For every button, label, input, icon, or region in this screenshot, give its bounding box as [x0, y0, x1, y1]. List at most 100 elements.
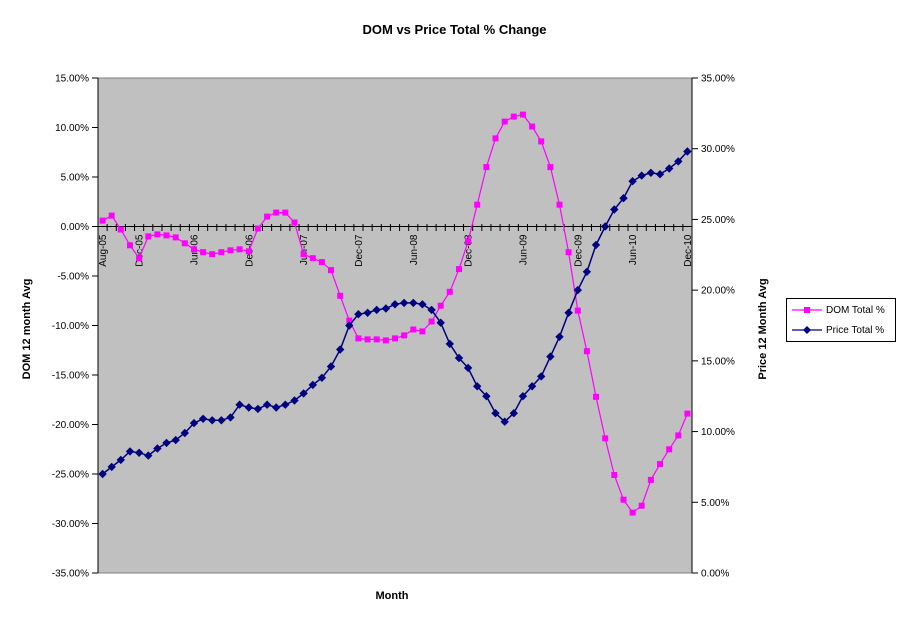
right-axis-tick-label: 0.00%	[701, 569, 729, 580]
data-point-marker	[254, 225, 261, 232]
data-point-marker	[134, 448, 144, 457]
data-point-marker	[537, 372, 546, 381]
data-point-marker	[336, 345, 345, 354]
data-point-marker	[236, 246, 243, 253]
data-point-marker	[501, 118, 508, 125]
data-point-marker	[355, 335, 362, 342]
data-point-marker	[162, 438, 171, 448]
left-axis-tick-label: -15.00%	[52, 371, 89, 382]
data-point-marker	[127, 242, 133, 249]
data-point-marker	[290, 396, 299, 405]
data-point-marker	[209, 251, 216, 258]
data-point-marker	[500, 417, 509, 426]
data-point-marker	[318, 259, 325, 266]
right-axis-tick-label: 20.00%	[701, 286, 735, 297]
x-axis-tick-label: Jun-10	[628, 234, 639, 265]
data-point-marker	[136, 255, 143, 262]
data-point-marker	[527, 382, 537, 391]
data-point-marker	[363, 308, 372, 317]
data-point-marker	[573, 285, 582, 295]
data-point-marker	[684, 410, 691, 417]
data-point-marker	[107, 462, 116, 472]
data-point-marker	[509, 409, 518, 418]
data-point-marker	[99, 217, 106, 224]
data-point-marker	[637, 171, 646, 180]
data-point-marker	[683, 147, 692, 156]
legend-marker	[803, 326, 811, 334]
data-point-marker	[272, 403, 281, 412]
data-point-marker	[620, 496, 627, 503]
data-point-marker	[125, 447, 135, 456]
data-point-marker	[281, 400, 290, 409]
data-point-marker	[108, 212, 115, 219]
left-axis-tick-label: -25.00%	[52, 470, 89, 481]
left-axis-tick-label: 5.00%	[61, 173, 89, 184]
x-axis-tick-label: Jun-08	[409, 234, 420, 265]
legend-item-dom: DOM Total %	[792, 300, 895, 320]
legend-marker	[804, 307, 810, 313]
data-point-marker	[611, 472, 618, 478]
data-point-marker	[556, 201, 563, 208]
data-point-marker	[454, 353, 464, 363]
left-axis-tick-label: 10.00%	[55, 123, 89, 134]
data-point-marker	[198, 414, 208, 423]
data-point-marker	[163, 232, 170, 239]
data-point-marker	[309, 255, 316, 262]
data-point-marker	[482, 392, 491, 401]
data-point-marker	[154, 231, 161, 238]
data-point-marker	[445, 339, 454, 349]
data-point-marker	[98, 469, 107, 479]
data-point-marker	[446, 288, 453, 295]
dom-series-swatch-icon	[792, 307, 822, 313]
data-point-marker	[675, 432, 682, 439]
price-series	[98, 147, 692, 479]
data-point-marker	[583, 348, 590, 355]
data-point-marker	[491, 409, 500, 418]
data-point-marker	[300, 251, 307, 258]
legend-label: Price Total %	[826, 324, 885, 336]
data-point-marker	[666, 446, 673, 453]
legend-item-price: Price Total %	[792, 320, 895, 340]
price-series-swatch-icon	[792, 326, 822, 334]
data-point-marker	[116, 455, 125, 465]
legend-label: DOM Total %	[826, 304, 885, 316]
data-point-marker	[410, 326, 417, 333]
data-point-marker	[328, 267, 334, 274]
data-point-marker	[253, 404, 263, 414]
data-point-marker	[547, 164, 554, 171]
data-point-marker	[244, 403, 253, 412]
data-point-marker	[262, 400, 272, 409]
data-point-marker	[264, 213, 271, 220]
data-point-marker	[546, 352, 555, 361]
data-point-marker	[674, 157, 683, 166]
data-point-marker	[401, 332, 408, 339]
left-axis-tick-label: -35.00%	[52, 569, 89, 580]
data-point-marker	[463, 363, 473, 373]
data-point-marker	[299, 389, 308, 398]
data-point-marker	[392, 335, 398, 342]
right-axis-tick-label: 10.00%	[701, 427, 735, 438]
data-point-marker	[473, 382, 482, 391]
data-point-marker	[529, 123, 536, 130]
data-point-marker	[189, 418, 199, 428]
data-point-marker	[153, 444, 162, 453]
data-point-marker	[117, 226, 124, 233]
data-point-marker	[437, 302, 444, 309]
data-point-marker	[364, 336, 371, 343]
data-point-marker	[565, 249, 572, 256]
data-point-marker	[409, 298, 418, 308]
data-point-marker	[519, 111, 526, 118]
x-axis-tick-label: Dec-09	[573, 234, 584, 267]
data-point-marker	[235, 400, 244, 409]
data-point-marker	[373, 336, 380, 343]
data-point-marker	[227, 247, 234, 254]
data-point-marker	[492, 135, 499, 142]
right-axis-tick-label: 5.00%	[701, 498, 729, 509]
dom-series	[99, 111, 691, 516]
data-point-marker	[218, 249, 225, 256]
data-point-marker	[308, 380, 317, 390]
data-point-marker	[474, 201, 481, 208]
x-axis-tick-label: Dec-07	[354, 234, 365, 267]
left-axis-tick-label: 15.00%	[55, 74, 89, 85]
data-point-marker	[418, 300, 427, 309]
